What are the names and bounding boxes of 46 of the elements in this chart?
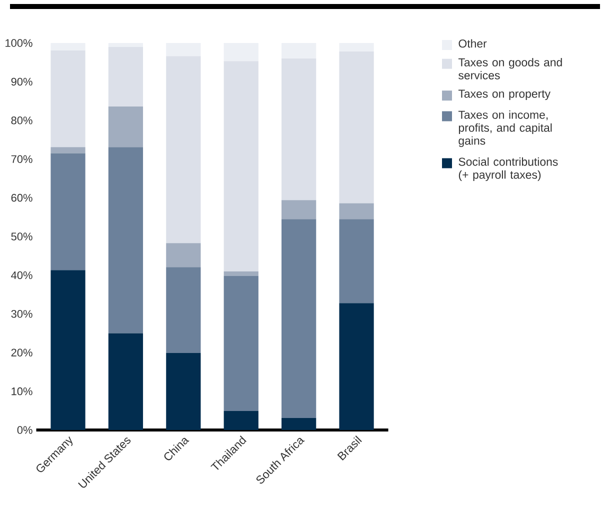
y-tick-label: 70% bbox=[11, 155, 32, 163]
bar bbox=[339, 42, 374, 52]
y-tick-label: 0% bbox=[17, 426, 32, 434]
legend-label: Social contributions (+ payroll taxes) bbox=[458, 157, 558, 182]
y-tick-label: 90% bbox=[11, 78, 32, 86]
bar bbox=[339, 203, 374, 220]
legend-label: Taxes on income, profits, and capital gains bbox=[458, 110, 552, 148]
bar bbox=[166, 267, 201, 353]
bar bbox=[224, 61, 258, 272]
legend-label: Taxes on property bbox=[458, 90, 550, 100]
bar bbox=[224, 276, 258, 412]
y-tick-label: 50% bbox=[11, 232, 32, 240]
y-tick-label: 100% bbox=[6, 39, 32, 47]
y-tick-label: 60% bbox=[11, 194, 32, 202]
bar bbox=[224, 411, 258, 430]
bar bbox=[282, 418, 316, 430]
legend-label: Taxes on goods and services bbox=[458, 58, 562, 80]
bar bbox=[166, 42, 201, 56]
y-tick-label: 80% bbox=[11, 116, 32, 124]
y-tick-label: 40% bbox=[11, 271, 32, 280]
bar bbox=[166, 56, 201, 244]
bar bbox=[282, 42, 316, 58]
legend-label: Other bbox=[458, 39, 487, 48]
bar bbox=[50, 42, 86, 50]
bar bbox=[339, 219, 374, 304]
bar bbox=[50, 153, 86, 270]
bar bbox=[224, 42, 258, 62]
bar bbox=[50, 50, 86, 148]
bar bbox=[282, 219, 316, 418]
bar bbox=[50, 147, 86, 154]
bar bbox=[108, 333, 144, 430]
bar bbox=[108, 106, 144, 148]
bar bbox=[166, 243, 201, 268]
bar bbox=[282, 58, 316, 200]
bar bbox=[339, 303, 374, 430]
bar bbox=[282, 200, 316, 220]
bar bbox=[108, 147, 144, 334]
y-tick-label: 10% bbox=[12, 387, 32, 396]
bar bbox=[224, 271, 258, 276]
bar bbox=[50, 270, 86, 430]
bar bbox=[339, 52, 374, 204]
y-tick-label: 30% bbox=[11, 310, 32, 318]
y-tick-label: 20% bbox=[11, 348, 32, 356]
bar bbox=[108, 42, 144, 47]
bar bbox=[108, 46, 144, 106]
bar bbox=[166, 352, 201, 430]
